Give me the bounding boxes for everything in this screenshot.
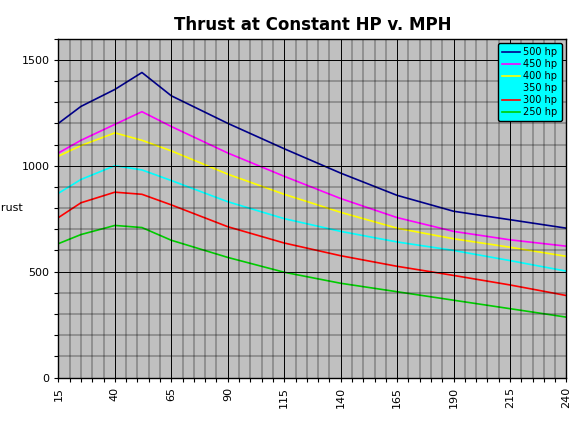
350 hp — [450, 248, 457, 253]
500 hp — [138, 70, 145, 75]
300 hp — [112, 190, 119, 195]
300 hp — [337, 253, 344, 258]
500 hp — [55, 121, 62, 126]
250 hp — [450, 298, 457, 303]
Line: 500 hp: 500 hp — [58, 73, 566, 228]
300 hp — [55, 215, 62, 220]
250 hp — [563, 314, 570, 320]
500 hp — [394, 193, 401, 198]
500 hp — [337, 171, 344, 176]
500 hp — [78, 104, 85, 109]
400 hp — [506, 245, 513, 250]
500 hp — [563, 226, 570, 231]
250 hp — [394, 289, 401, 294]
400 hp — [168, 148, 175, 154]
250 hp — [224, 255, 231, 260]
400 hp — [224, 172, 231, 177]
Text: Thrust: Thrust — [0, 203, 23, 213]
250 hp — [281, 270, 288, 275]
500 hp — [168, 93, 175, 98]
450 hp — [506, 237, 513, 242]
450 hp — [224, 151, 231, 156]
350 hp — [55, 190, 62, 196]
Line: 400 hp: 400 hp — [58, 133, 566, 257]
Line: 350 hp: 350 hp — [58, 166, 566, 271]
350 hp — [563, 269, 570, 274]
350 hp — [168, 178, 175, 183]
450 hp — [138, 109, 145, 114]
250 hp — [55, 241, 62, 246]
250 hp — [112, 223, 119, 228]
350 hp — [506, 258, 513, 263]
450 hp — [168, 124, 175, 129]
450 hp — [394, 215, 401, 220]
450 hp — [450, 229, 457, 234]
250 hp — [168, 238, 175, 243]
500 hp — [224, 121, 231, 126]
300 hp — [394, 264, 401, 269]
300 hp — [506, 282, 513, 287]
300 hp — [78, 200, 85, 205]
300 hp — [138, 192, 145, 197]
300 hp — [563, 293, 570, 298]
Title: Thrust at Constant HP v. MPH: Thrust at Constant HP v. MPH — [173, 16, 451, 34]
350 hp — [337, 229, 344, 234]
300 hp — [450, 273, 457, 278]
450 hp — [337, 196, 344, 201]
500 hp — [450, 208, 457, 214]
400 hp — [112, 130, 119, 136]
500 hp — [281, 146, 288, 151]
Line: 250 hp: 250 hp — [58, 225, 566, 317]
400 hp — [78, 143, 85, 148]
400 hp — [138, 138, 145, 143]
350 hp — [138, 167, 145, 172]
300 hp — [224, 224, 231, 229]
250 hp — [337, 281, 344, 286]
250 hp — [138, 225, 145, 230]
450 hp — [55, 151, 62, 156]
500 hp — [112, 87, 119, 92]
500 hp — [506, 217, 513, 222]
400 hp — [450, 236, 457, 242]
400 hp — [337, 210, 344, 215]
350 hp — [224, 199, 231, 204]
450 hp — [563, 244, 570, 249]
Line: 450 hp: 450 hp — [58, 112, 566, 246]
400 hp — [281, 192, 288, 197]
300 hp — [281, 240, 288, 245]
450 hp — [78, 138, 85, 143]
300 hp — [168, 202, 175, 208]
400 hp — [563, 254, 570, 259]
400 hp — [394, 226, 401, 231]
Line: 300 hp: 300 hp — [58, 192, 566, 296]
350 hp — [112, 163, 119, 168]
450 hp — [281, 174, 288, 179]
Legend: 500 hp, 450 hp, 400 hp, 350 hp, 300 hp, 250 hp: 500 hp, 450 hp, 400 hp, 350 hp, 300 hp, … — [498, 43, 562, 121]
350 hp — [281, 216, 288, 221]
450 hp — [112, 122, 119, 127]
350 hp — [394, 239, 401, 245]
350 hp — [78, 177, 85, 182]
250 hp — [78, 232, 85, 237]
250 hp — [506, 306, 513, 311]
400 hp — [55, 154, 62, 159]
